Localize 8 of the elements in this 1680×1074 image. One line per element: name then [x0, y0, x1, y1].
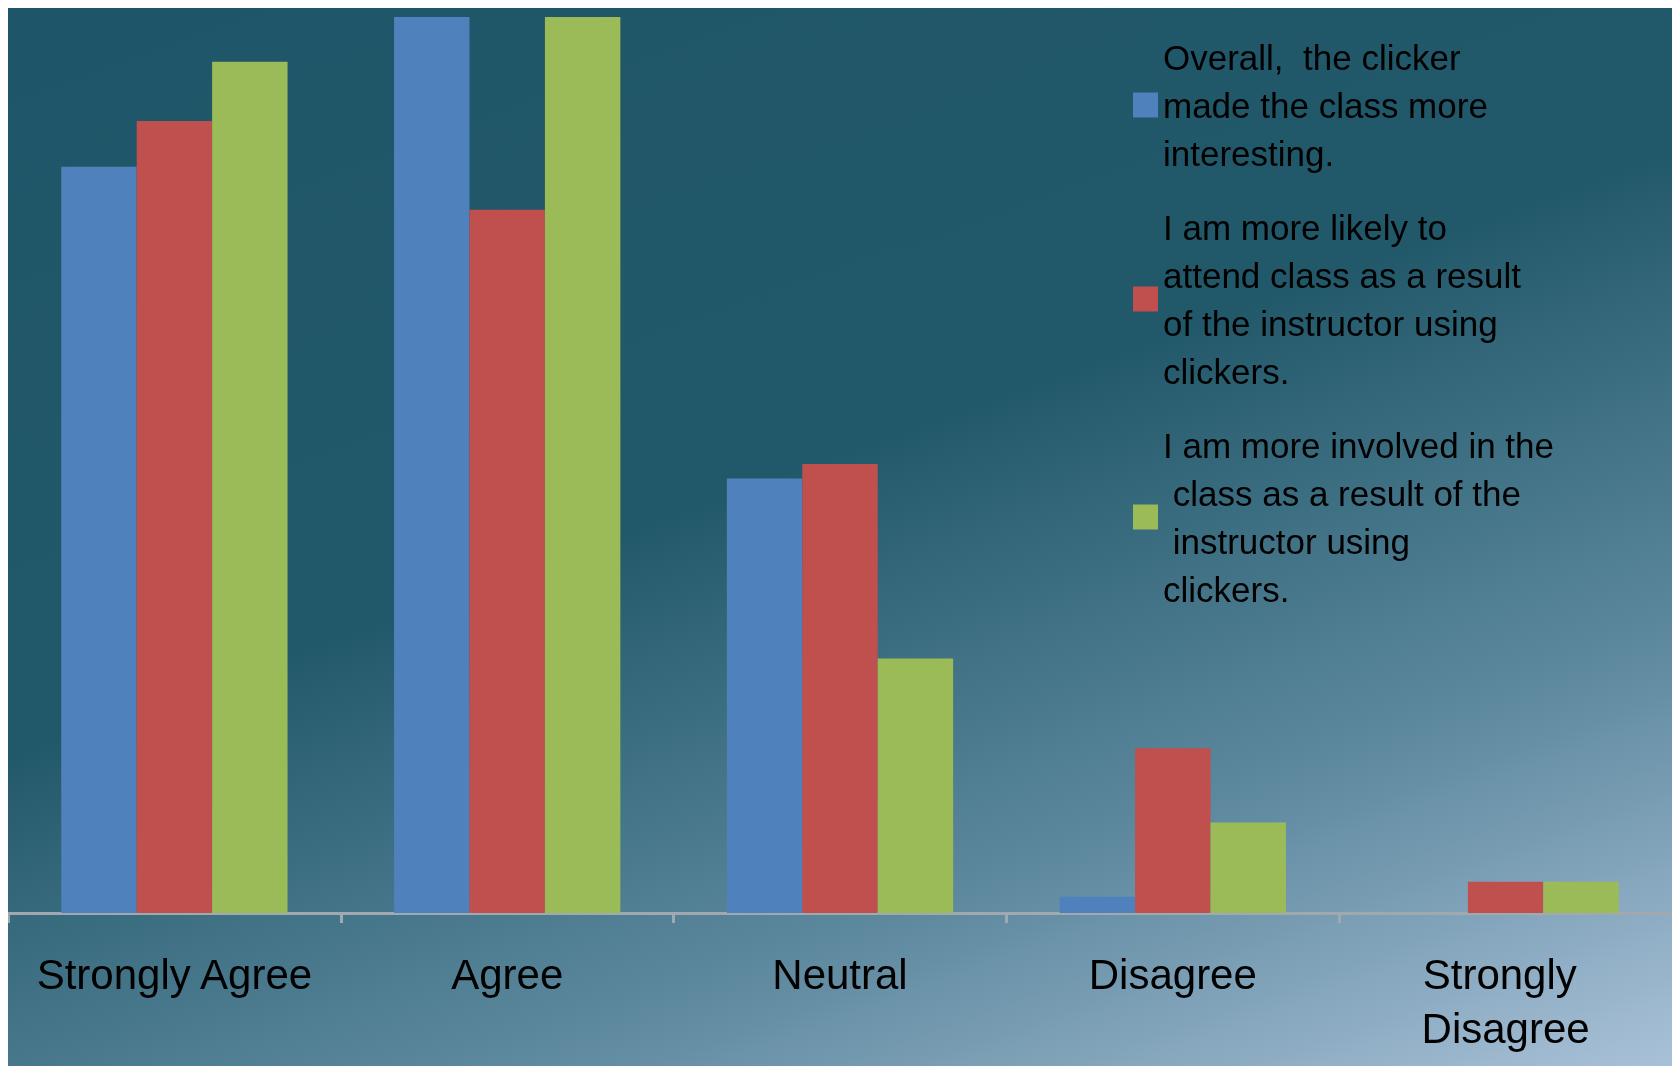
x-tick-label: Disagree — [1088, 950, 1257, 998]
x-tick-label: Agree — [451, 950, 564, 998]
legend-label: I am more involved in the class as a result of the instructor using clickers. — [1163, 425, 1555, 609]
x-tick-label: Strongly Agree — [36, 950, 313, 998]
x-tick-label: Strongly Disagree — [1421, 950, 1590, 1052]
x-tick-label: Neutral — [772, 950, 908, 998]
legend-label: Overall, the clicker made the class more interesting. — [1163, 37, 1498, 173]
legend-label: I am more likely to attend class as a result of the instructor using clickers. — [1163, 207, 1531, 391]
